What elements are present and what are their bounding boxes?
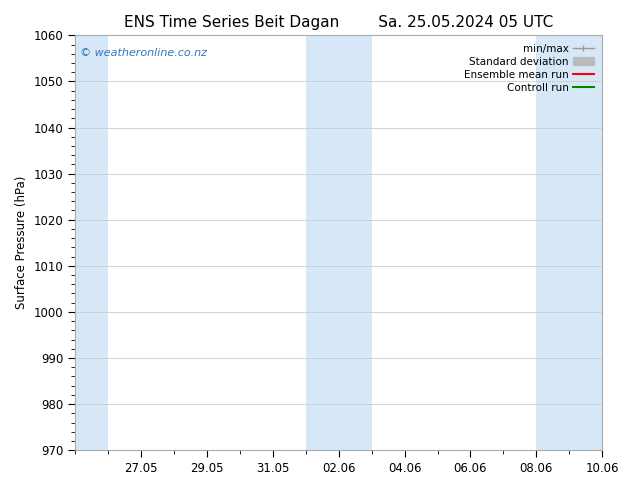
Bar xyxy=(75,35,108,450)
Legend: min/max, Standard deviation, Ensemble mean run, Controll run: min/max, Standard deviation, Ensemble me… xyxy=(461,41,597,96)
Y-axis label: Surface Pressure (hPa): Surface Pressure (hPa) xyxy=(15,176,28,310)
Bar xyxy=(306,35,372,450)
Title: ENS Time Series Beit Dagan        Sa. 25.05.2024 05 UTC: ENS Time Series Beit Dagan Sa. 25.05.202… xyxy=(124,15,553,30)
Bar xyxy=(536,35,602,450)
Text: © weatheronline.co.nz: © weatheronline.co.nz xyxy=(81,48,207,58)
